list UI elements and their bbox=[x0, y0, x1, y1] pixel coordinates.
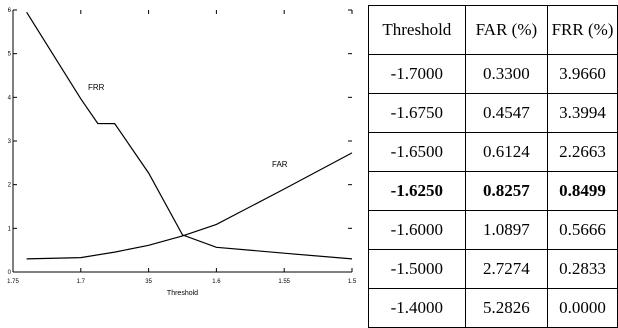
cell-far: 5.2826 bbox=[464, 288, 549, 328]
threshold-results-table: Threshold FAR (%) FRR (%) -1.7000 0.3300 3… bbox=[368, 5, 618, 328]
table-row: -1.4000 5.2826 0.0000 bbox=[368, 288, 618, 328]
cell-far: 0.3300 bbox=[464, 54, 549, 94]
cell-frr: 0.2833 bbox=[547, 249, 618, 289]
cell-threshold: -1.6750 bbox=[368, 93, 466, 133]
chart-axes bbox=[12, 10, 352, 273]
cell-far: 0.6124 bbox=[464, 132, 549, 172]
cell-far: 1.0897 bbox=[464, 210, 549, 250]
table-row: -1.6250 0.8257 0.8499 bbox=[368, 171, 618, 211]
far-frr-chart: 1.75 1.7 35 1.6 1.55 1.5 0 1 2 3 4 5 6 FRR FAR Thresh… bbox=[7, 8, 357, 297]
cell-frr: 0.8499 bbox=[547, 171, 618, 211]
cell-frr: 3.3994 bbox=[547, 93, 618, 133]
chart-ticks: 1.75 1.7 35 1.6 1.55 1.5 0 1 2 3 4 5 6 bbox=[7, 8, 357, 285]
x-tick-label: 1.55 bbox=[278, 279, 290, 285]
y-tick-label: 6 bbox=[8, 8, 12, 14]
table-body: -1.7000 0.3300 3.9660 -1.6750 0.4547 3.3994 -1… bbox=[368, 54, 618, 328]
cell-threshold: -1.6500 bbox=[368, 132, 466, 172]
y-tick-label: 3 bbox=[8, 139, 12, 145]
header-threshold: Threshold bbox=[368, 5, 466, 55]
cell-frr: 0.5666 bbox=[547, 210, 618, 250]
series-label-far: FAR bbox=[272, 160, 288, 169]
y-tick-label: 4 bbox=[8, 95, 12, 101]
y-tick-label: 2 bbox=[8, 183, 12, 189]
cell-threshold: -1.7000 bbox=[368, 54, 466, 94]
series-label-frr: FRR bbox=[88, 83, 105, 92]
cell-far: 0.8257 bbox=[464, 171, 549, 211]
series-line-far bbox=[26, 152, 353, 260]
cell-threshold: -1.6000 bbox=[368, 210, 466, 250]
cell-far: 0.4547 bbox=[464, 93, 549, 133]
table-row: -1.6000 1.0897 0.5666 bbox=[368, 210, 618, 250]
header-frr: FRR (%) bbox=[547, 5, 618, 55]
y-tick-label: 5 bbox=[8, 52, 12, 58]
table-row: -1.5000 2.7274 0.2833 bbox=[368, 249, 618, 289]
x-tick-label: 1.75 bbox=[7, 279, 19, 285]
table-header-row: Threshold FAR (%) FRR (%) bbox=[368, 5, 618, 55]
table-row: -1.6750 0.4547 3.3994 bbox=[368, 93, 618, 133]
y-tick-label: 1 bbox=[8, 226, 12, 232]
table-row: -1.7000 0.3300 3.9660 bbox=[368, 54, 618, 94]
table-row: -1.6500 0.6124 2.2663 bbox=[368, 132, 618, 172]
x-axis-label: Threshold bbox=[167, 290, 198, 297]
cell-frr: 3.9660 bbox=[547, 54, 618, 94]
cell-threshold: -1.4000 bbox=[368, 288, 466, 328]
cell-frr: 0.0000 bbox=[547, 288, 618, 328]
series-line-frr bbox=[26, 11, 353, 260]
cell-threshold: -1.6250 bbox=[368, 171, 466, 211]
cell-frr: 2.2663 bbox=[547, 132, 618, 172]
x-tick-label: 1.7 bbox=[77, 279, 86, 285]
x-tick-label: 1.5 bbox=[348, 279, 357, 285]
x-tick-label: 35 bbox=[145, 279, 152, 285]
y-tick-label: 0 bbox=[8, 270, 12, 276]
x-tick-label: 1.6 bbox=[212, 279, 221, 285]
cell-threshold: -1.5000 bbox=[368, 249, 466, 289]
cell-far: 2.7274 bbox=[464, 249, 549, 289]
chart-curves: FRR FAR bbox=[26, 11, 353, 260]
header-far: FAR (%) bbox=[464, 5, 549, 55]
